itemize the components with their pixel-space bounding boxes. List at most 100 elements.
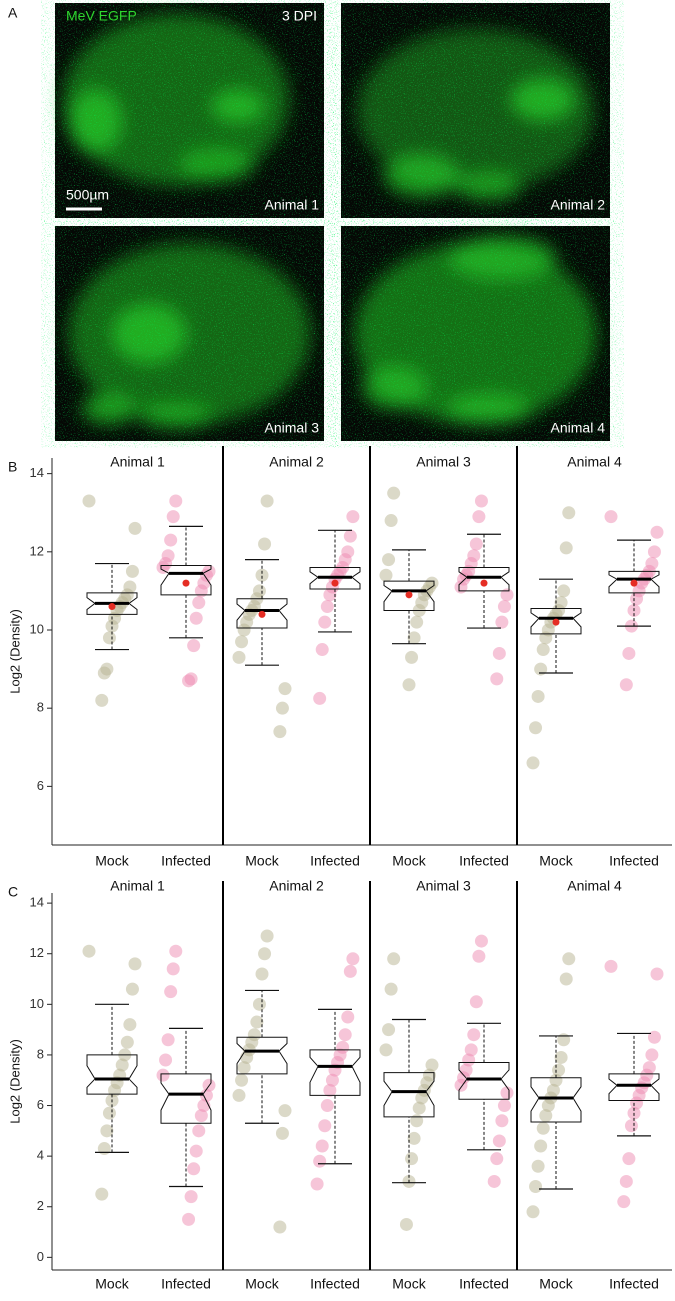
data-point (187, 639, 201, 653)
data-point (255, 967, 269, 981)
data-point (500, 588, 514, 602)
data-point (194, 1109, 208, 1123)
group-title: Animal 4 (567, 454, 622, 470)
group-title: Animal 3 (416, 454, 471, 470)
data-point (341, 1010, 355, 1024)
data-point (497, 1099, 511, 1113)
stain-label: MeV EGFP (66, 8, 137, 24)
box (530, 608, 582, 635)
box (530, 1077, 582, 1123)
data-point (275, 701, 289, 715)
data-point (320, 1099, 334, 1113)
box (608, 570, 660, 594)
panel-label: C (8, 884, 18, 900)
data-point (552, 1063, 566, 1077)
data-point (539, 631, 553, 645)
mean-dot (182, 579, 190, 587)
data-point (474, 494, 488, 508)
data-point (123, 1018, 137, 1032)
data-point (194, 584, 208, 598)
box (236, 598, 288, 629)
y-tick-label: 4 (37, 1148, 44, 1163)
y-tick-label: 0 (37, 1249, 44, 1264)
data-point (379, 1043, 393, 1057)
data-point (534, 1139, 548, 1153)
data-point (379, 568, 393, 582)
data-point (235, 635, 249, 649)
y-tick-label: 10 (30, 621, 44, 636)
speckle (65, 15, 314, 206)
data-point (169, 944, 183, 958)
x-tick-label: Infected (310, 853, 360, 869)
group-title: Animal 4 (567, 878, 622, 894)
data-point (115, 1058, 129, 1072)
panel-a: A Animal 1 Animal 2 Animal 3 Animal 4 MeV EGF… (8, 3, 610, 441)
data-point (407, 631, 421, 645)
data-point (318, 615, 332, 629)
data-point (97, 1142, 111, 1156)
data-point (559, 972, 573, 986)
timepoint-label: 3 DPI (282, 8, 317, 24)
data-point (645, 1048, 659, 1062)
x-tick-label: Infected (459, 853, 509, 869)
data-point (182, 1212, 196, 1226)
data-point (232, 1088, 246, 1102)
box (383, 1072, 435, 1118)
data-point (559, 541, 573, 555)
x-tick-label: Mock (245, 853, 279, 869)
y-tick-label: 12 (30, 945, 44, 960)
data-point (156, 1068, 170, 1082)
speckle (351, 238, 600, 429)
data-point (82, 944, 96, 958)
data-point (630, 1096, 644, 1110)
data-point (189, 1144, 203, 1158)
data-point (159, 1053, 173, 1067)
data-point (647, 1030, 661, 1044)
data-point (469, 995, 483, 1009)
x-tick-label: Mock (245, 1276, 279, 1292)
data-point (325, 1073, 339, 1087)
data-point (410, 615, 424, 629)
y-tick-label: 2 (37, 1198, 44, 1213)
data-point (343, 964, 357, 978)
data-point (474, 934, 488, 948)
data-point (315, 1139, 329, 1153)
data-point (343, 529, 357, 543)
data-point (108, 1083, 122, 1097)
y-tick-label: 14 (30, 465, 44, 480)
x-tick-label: Infected (310, 1276, 360, 1292)
box (160, 1073, 212, 1124)
data-point (310, 1177, 324, 1191)
data-point (164, 533, 178, 547)
data-point (472, 949, 486, 963)
data-point (100, 1124, 114, 1138)
data-point (273, 1220, 287, 1234)
x-tick-label: Mock (95, 1276, 129, 1292)
data-point (562, 952, 576, 966)
x-tick-label: Infected (459, 1276, 509, 1292)
data-point (554, 1050, 568, 1064)
data-point (275, 1126, 289, 1140)
data-point (125, 564, 139, 578)
data-point (169, 494, 183, 508)
data-point (647, 545, 661, 559)
data-point (128, 521, 142, 535)
data-point (415, 1091, 429, 1105)
data-point (405, 650, 419, 664)
data-point (166, 510, 180, 524)
data-point (323, 1083, 337, 1097)
data-point (161, 1033, 175, 1047)
speckle (65, 238, 314, 429)
mean-dot (331, 579, 339, 587)
speckle (351, 15, 600, 206)
data-point (497, 600, 511, 614)
box (86, 592, 138, 615)
mean-dot (405, 591, 413, 599)
data-point (410, 1114, 424, 1128)
data-point (278, 682, 292, 696)
data-point (313, 691, 327, 705)
data-point (495, 1114, 509, 1128)
data-point (313, 1154, 327, 1168)
